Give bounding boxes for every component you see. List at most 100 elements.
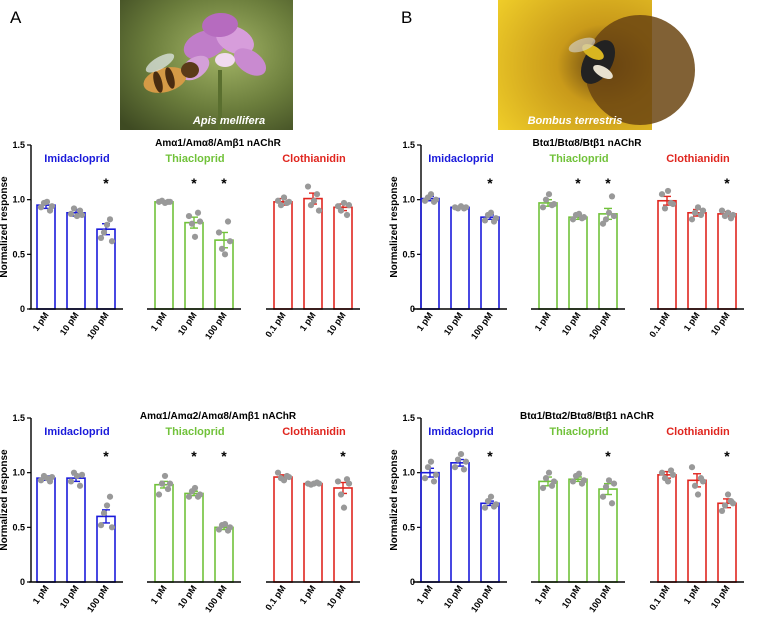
data-point [691, 209, 699, 216]
x-tick-label: 100 pM [587, 310, 613, 341]
data-point [457, 450, 465, 458]
x-tick-label: 1 pM [298, 583, 318, 606]
data-point [724, 209, 732, 216]
y-tick-label: 0 [20, 304, 25, 314]
x-tick-label: 10 pM [560, 583, 583, 610]
y-tick-label: 1.5 [12, 140, 25, 150]
data-point [569, 216, 577, 223]
data-point [432, 196, 440, 203]
data-point [285, 198, 293, 205]
x-tick-label: 10 pM [560, 310, 583, 337]
significance-star: * [487, 175, 493, 191]
x-tick-label: 0.1 pM [263, 583, 287, 612]
data-point [343, 211, 351, 219]
data-point [315, 207, 323, 214]
y-tick-label: 0.5 [12, 522, 25, 532]
data-point [215, 229, 223, 236]
bar-thiacloprid-1-pm [538, 480, 558, 583]
data-point [658, 191, 666, 198]
data-point [103, 221, 111, 228]
drug-label-imidacloprid: Imidacloprid [44, 153, 109, 165]
drug-label-clothianidin: Clothianidin [282, 153, 346, 165]
x-tick-label: 1 pM [682, 310, 702, 333]
y-tick-label: 0 [20, 577, 25, 587]
data-point [76, 482, 84, 489]
data-point [334, 478, 342, 485]
data-point [43, 198, 51, 205]
data-point [575, 210, 583, 217]
drug-label-clothianidin: Clothianidin [666, 153, 730, 165]
data-point [451, 464, 459, 471]
bar-thiacloprid-1-pm [154, 201, 174, 310]
significance-star: * [340, 448, 346, 464]
x-tick-label: 1 pM [149, 583, 169, 606]
y-axis-label: Normalized response [0, 176, 10, 278]
data-point [48, 473, 56, 481]
significance-star: * [103, 448, 109, 464]
data-point [307, 202, 315, 209]
data-point [334, 203, 342, 210]
data-point [454, 456, 462, 463]
data-point [97, 234, 105, 242]
chart-am-a1a8b1: 0 0.5 1.0 1.5 Normalized response Imidaclopri… [0, 140, 360, 341]
y-tick-label: 0.5 [12, 249, 25, 259]
data-point [430, 478, 438, 485]
data-point [340, 199, 348, 207]
bar-clothianidin-1-pm [303, 482, 323, 583]
bar-imidacloprid-10-pm [450, 462, 470, 583]
data-point [285, 473, 293, 481]
data-point [100, 510, 108, 517]
data-point [185, 493, 193, 500]
x-tick-label: 100 pM [469, 583, 495, 614]
x-tick-label: 1 pM [298, 310, 318, 333]
x-tick-label: 100 pM [469, 310, 495, 341]
data-point [658, 469, 666, 476]
panel-letter-a: A [10, 8, 22, 27]
data-point [542, 196, 550, 203]
data-point [605, 477, 613, 484]
x-tick-label: 100 pM [85, 583, 111, 614]
data-point [158, 480, 166, 487]
x-tick-label: 0.1 pM [647, 583, 671, 612]
apis-mellifera-photo: Apis mellifera [120, 0, 293, 130]
bar-imidacloprid-10-pm [450, 206, 470, 310]
x-tick-label: 100 pM [587, 583, 613, 614]
bar-thiacloprid-1-pm [154, 483, 174, 583]
data-point [462, 204, 470, 211]
data-point [70, 205, 78, 212]
data-point [48, 203, 56, 210]
data-point [539, 484, 547, 492]
bar-imidacloprid-10-pm [66, 477, 86, 583]
data-point [610, 480, 618, 487]
data-point [226, 238, 234, 245]
data-point [492, 215, 500, 222]
x-tick-label: 1 pM [31, 583, 51, 606]
significance-star: * [724, 175, 730, 191]
data-point [337, 491, 345, 498]
y-tick-label: 1.0 [12, 195, 25, 205]
drug-label-imidacloprid: Imidacloprid [428, 153, 493, 165]
honeybee [143, 53, 199, 93]
x-tick-label: 10 pM [58, 310, 81, 337]
data-point [155, 491, 163, 498]
data-point [103, 502, 111, 509]
data-point [432, 471, 440, 478]
bar-clothianidin-0-1-pm [657, 474, 677, 583]
bar-clothianidin-1-pm [303, 197, 323, 310]
data-point [224, 218, 232, 225]
data-point [718, 507, 726, 515]
data-point [481, 504, 489, 511]
data-point [550, 478, 558, 485]
data-point [106, 216, 114, 223]
chart-bt-a1a2a8b1: 0 0.5 1.0 1.5 Normalized response Imidaclopri… [389, 413, 744, 614]
x-tick-label: 10 pM [325, 583, 348, 610]
data-point [161, 472, 169, 480]
data-point [539, 204, 547, 211]
data-point [484, 497, 492, 505]
data-point [185, 212, 193, 220]
photo-caption-b: Bombus terrestris [528, 115, 623, 127]
bar-thiacloprid-10-pm [568, 216, 588, 310]
x-tick-label: 10 pM [442, 310, 465, 337]
bar-clothianidin-0-1-pm [657, 199, 677, 310]
data-point [542, 475, 550, 482]
